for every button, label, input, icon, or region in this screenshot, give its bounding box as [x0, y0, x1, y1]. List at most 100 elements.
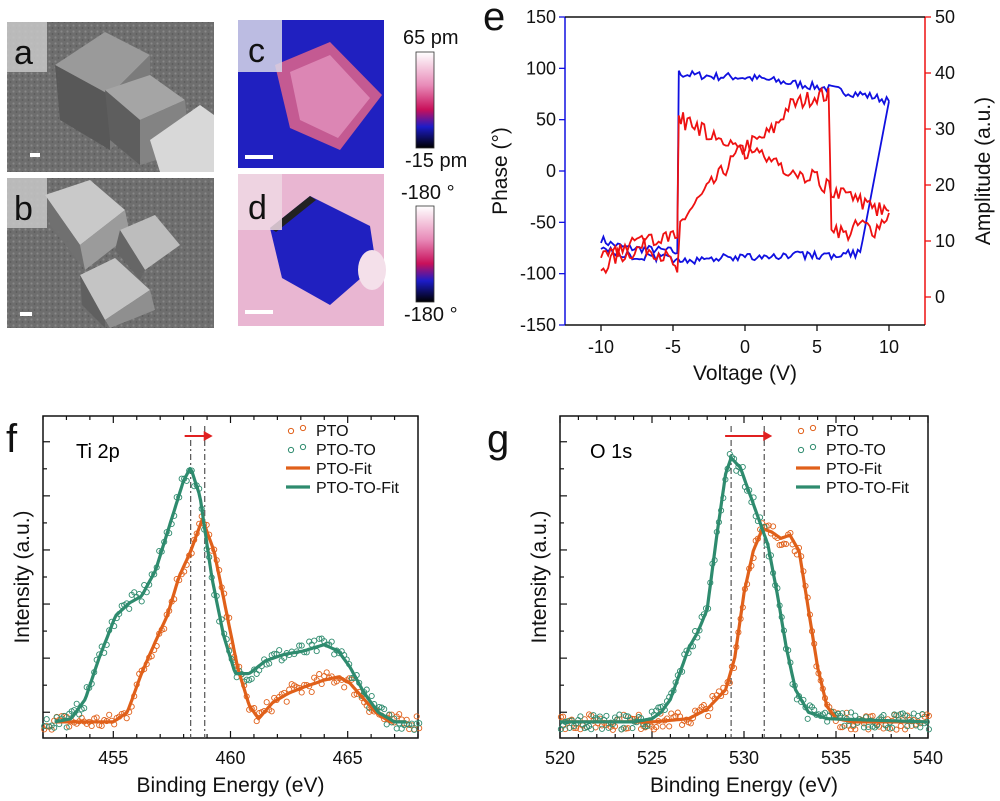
chart-f-data-point	[106, 711, 113, 718]
chart-g-data-point	[860, 724, 868, 731]
chart-f-fit-line-1	[54, 467, 407, 724]
chart-f-xtick-label: 465	[333, 748, 363, 768]
chart-g-data-point	[925, 726, 932, 733]
e-ytick-right-label: 30	[935, 119, 955, 139]
panel-letter-g: g	[487, 417, 509, 461]
chart-f-data-point	[88, 722, 95, 730]
e-xtick-label: -5	[665, 337, 681, 357]
chart-g-data-point	[880, 725, 887, 732]
chart-f-ylabel: Intensity (a.u.)	[11, 510, 34, 643]
panel-letter-a: a	[14, 34, 33, 72]
e-ytick-label: -50	[530, 212, 556, 232]
e-ylabel: Phase (°)	[489, 127, 512, 215]
chart-g-data-point	[629, 725, 636, 732]
chart-f-data-point	[73, 700, 80, 707]
colorbar-c-max: 65 pm	[403, 27, 459, 49]
chart-f-data-point	[283, 698, 290, 705]
pfm-image-c: c	[238, 20, 384, 168]
panel-letter-f: f	[6, 417, 18, 461]
chart-g-fit-line-0	[560, 527, 928, 724]
chart-g-data-point	[847, 709, 855, 716]
chart-g-data-point	[782, 541, 790, 548]
chart-g-data-point	[687, 720, 694, 727]
chart-f-data-point	[313, 648, 320, 655]
chart-g-data-point	[917, 724, 924, 731]
chart-f-data-point	[363, 686, 370, 693]
e-series-amplitude-3	[600, 112, 890, 259]
chart-f-data-point	[253, 670, 260, 677]
chart-f-data-point	[398, 725, 405, 732]
chart-g-xtick-label: 535	[821, 748, 851, 768]
chart-f-data-point	[81, 705, 88, 712]
e-ytick-label: -150	[520, 315, 556, 335]
colorbar-d	[415, 205, 435, 303]
chart-g-data-point	[588, 726, 595, 733]
chart-g-data-point	[705, 713, 712, 720]
chart-f-legend-label: PTO-Fit	[316, 461, 372, 478]
e-xtick-label: 10	[879, 337, 899, 357]
e-ylabel-right: Amplitude (a.u.)	[972, 97, 995, 245]
chart-f-ti2p: 455 460 465 Binding Energy (eV) Intensity (a…	[11, 415, 423, 797]
chart-f-data-point	[416, 720, 423, 727]
chart-g-data-point	[605, 724, 612, 731]
chart-f-legend-marker	[299, 443, 307, 451]
chart-f-data-point	[298, 689, 305, 696]
colorbar-d-min: -180 °	[404, 304, 458, 326]
chart-g-data-point	[839, 710, 846, 717]
chart-g-legend-label: PTO	[826, 423, 859, 440]
chart-f-data-point	[76, 711, 83, 718]
e-ytick-right-label: 40	[935, 63, 955, 83]
chart-f-data-point	[138, 598, 145, 605]
chart-f-legend-marker	[299, 424, 307, 432]
annotation-ti2p: Ti 2p	[76, 441, 120, 463]
chart-f-xtick-label: 460	[215, 748, 245, 768]
chart-f-data-point	[383, 721, 390, 728]
chart-g-data-point	[560, 713, 567, 720]
colorbar-c	[415, 51, 435, 149]
colorbar-c-min: -15 pm	[405, 150, 467, 172]
chart-f-data-point	[93, 714, 100, 721]
chart-g-data-point	[904, 723, 911, 730]
panel-letter-e: e	[483, 0, 505, 39]
chart-f-data-point	[321, 673, 328, 680]
chart-g-legend-label: PTO-Fit	[826, 461, 882, 478]
chart-g-data-point	[653, 724, 660, 731]
chart-g-xtick-label: 530	[729, 748, 759, 768]
chart-g-data-point	[620, 724, 627, 731]
e-ytick-label: 0	[546, 161, 556, 181]
e-series-amplitude-2	[600, 86, 890, 275]
chart-f-data-point	[63, 724, 70, 731]
chart-f-data-point	[296, 642, 303, 649]
chart-f-data-point	[403, 716, 410, 723]
chart-f-data-point	[368, 692, 375, 700]
chart-g-data-point	[598, 725, 606, 732]
chart-f-data-point	[248, 675, 255, 682]
chart-g-data-point	[603, 712, 610, 719]
chart-f-legend-label: PTO	[316, 423, 349, 440]
chart-g-ylabel: Intensity (a.u.)	[528, 510, 551, 643]
e-ytick-label: 150	[526, 7, 556, 27]
scale-bar-c	[245, 155, 273, 159]
chart-g-data-point	[596, 713, 603, 720]
chart-f-legend-marker	[287, 427, 295, 435]
chart-f-data-point	[268, 708, 275, 715]
chart-g-xtick-label: 525	[637, 748, 667, 768]
e-series-phase-1	[600, 101, 890, 266]
chart-g-data-point	[837, 724, 844, 731]
e-ytick-right-label: 10	[935, 231, 955, 251]
chart-f-data-point	[351, 691, 358, 698]
chart-f-data-point	[298, 642, 305, 649]
chart-f-data-point	[311, 637, 318, 644]
sem-image-b: b	[7, 178, 214, 328]
chart-g-data-point	[557, 713, 564, 721]
chart-g-data-point	[843, 709, 850, 716]
chart-f-fit-line-0	[54, 517, 407, 724]
chart-f-xlabel: Binding Energy (eV)	[137, 774, 325, 797]
chart-g-fit-line-1	[560, 456, 929, 724]
chart-g-data-point	[804, 715, 811, 722]
chart-f-data-point	[263, 699, 270, 706]
e-xlabel: Voltage (V)	[693, 362, 797, 385]
chart-g-shift-arrowhead	[763, 431, 773, 441]
chart-f-data-point	[316, 671, 323, 678]
